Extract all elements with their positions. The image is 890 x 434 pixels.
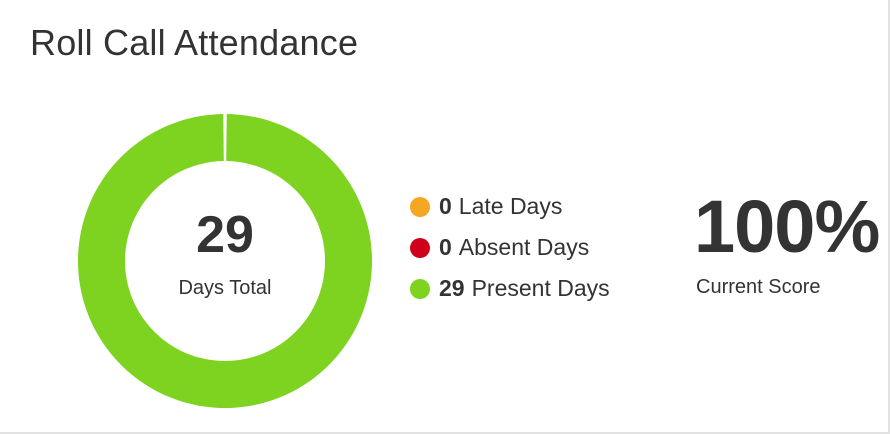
absent-dot-icon xyxy=(410,237,430,258)
absent-days-label: Absent Days xyxy=(458,234,590,260)
present-dot-icon xyxy=(410,278,430,299)
attendance-donut-chart: 29 Days Total xyxy=(77,113,373,409)
legend-item-present: 29 Present Days xyxy=(410,268,610,309)
days-total-label: Days Total xyxy=(178,277,272,299)
card-title: Roll Call Attendance xyxy=(30,22,359,63)
late-days-label: Late Days xyxy=(458,193,563,219)
late-days-count: 0 xyxy=(439,193,452,219)
present-days-label: Present Days xyxy=(471,275,610,301)
current-score-value: 100% xyxy=(694,185,880,268)
donut-svg xyxy=(78,114,373,408)
donut-slice-present-days xyxy=(78,114,373,408)
attendance-legend: 0 Late Days 0 Absent Days 29 Present Day… xyxy=(410,186,610,309)
present-days-count: 29 xyxy=(439,275,465,301)
late-dot-icon xyxy=(410,196,430,217)
legend-item-absent: 0 Absent Days xyxy=(410,227,610,268)
current-score-label: Current Score xyxy=(696,276,821,298)
days-total-count: 29 xyxy=(196,206,254,264)
absent-days-count: 0 xyxy=(439,234,452,260)
legend-item-late: 0 Late Days xyxy=(410,186,610,227)
